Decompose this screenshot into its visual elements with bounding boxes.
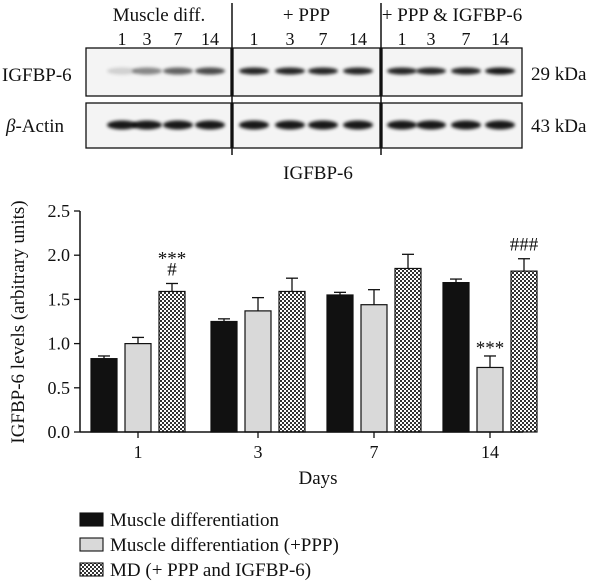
igfbp6-band xyxy=(107,67,137,75)
y-tick-label: 1.0 xyxy=(48,334,71,354)
actin-band xyxy=(343,120,373,130)
x-axis-label: Days xyxy=(298,468,337,489)
significance-marker: ### xyxy=(510,235,539,256)
bar xyxy=(278,290,306,433)
legend-label: Muscle differentiation xyxy=(110,510,280,531)
y-tick-label: 1.5 xyxy=(48,289,71,309)
blot-group-label: + PPP xyxy=(283,5,330,26)
bar xyxy=(244,310,272,433)
blot-lane-label: 7 xyxy=(174,29,183,49)
bar xyxy=(210,320,238,433)
blot-lane-label: 1 xyxy=(398,29,407,49)
y-tick-label: 0.0 xyxy=(48,422,71,442)
igfbp6-band xyxy=(343,67,373,75)
blot-lane-label: 14 xyxy=(491,29,509,49)
legend: Muscle differentiation Muscle differentia… xyxy=(79,510,339,581)
actin-band xyxy=(416,120,446,130)
igfbp6-band xyxy=(451,67,481,75)
bar-chart: IGFBP-6 0.00.51.01.52.02.5 1 3 7 14 #******… xyxy=(8,163,539,489)
x-axis-ticks: 1 3 7 14 xyxy=(134,432,499,462)
blot-bands xyxy=(107,67,515,130)
y-axis-label: IGFBP-6 levels (arbitrary units) xyxy=(8,200,29,443)
significance-marker: # xyxy=(167,259,177,280)
actin-band xyxy=(239,120,269,130)
bar xyxy=(326,294,354,433)
bar xyxy=(360,304,388,433)
significance-annotations: #******### xyxy=(158,235,539,359)
blot-size-igfbp6: 29 kDa xyxy=(531,64,587,85)
x-tick-label: 7 xyxy=(370,442,379,462)
blot-lane-label: 1 xyxy=(250,29,259,49)
blot-lane-label: 14 xyxy=(349,29,367,49)
blot-size-actin: 43 kDa xyxy=(531,116,587,137)
blot-group-label: Muscle diff. xyxy=(113,5,206,26)
x-tick-label: 14 xyxy=(481,442,499,462)
actin-band xyxy=(107,120,137,130)
blot-row-label-igfbp6: IGFBP-6 xyxy=(2,65,72,86)
igfbp6-band xyxy=(275,67,305,75)
igfbp6-band xyxy=(163,67,193,75)
igfbp6-band xyxy=(387,67,417,75)
y-tick-label: 2.0 xyxy=(48,245,71,265)
actin-band xyxy=(485,120,515,130)
actin-band xyxy=(308,120,338,130)
legend-swatch xyxy=(79,537,104,552)
x-tick-label: 3 xyxy=(254,442,263,462)
bar xyxy=(124,343,152,433)
actin-band xyxy=(195,120,225,130)
blot-lane-label: 3 xyxy=(143,29,152,49)
bar xyxy=(510,270,538,433)
igfbp6-band xyxy=(485,67,515,75)
bar xyxy=(442,282,470,433)
blot-lane-label: 14 xyxy=(201,29,219,49)
blot-lane-label: 3 xyxy=(286,29,295,49)
bars xyxy=(90,253,538,433)
bar xyxy=(476,366,504,433)
x-tick-label: 1 xyxy=(134,442,143,462)
igfbp6-band xyxy=(132,67,162,75)
y-axis-ticks: 0.0 0.5 1.0 1.5 2.0 2.5 xyxy=(48,201,80,442)
bar xyxy=(394,267,422,433)
blot-lane-label: 7 xyxy=(319,29,328,49)
actin-band xyxy=(451,120,481,130)
legend-swatch xyxy=(79,512,104,527)
blot-row-label-actin: β-Actin xyxy=(5,116,65,137)
igfbp6-band xyxy=(416,67,446,75)
blot-membranes xyxy=(85,47,523,149)
y-tick-label: 2.5 xyxy=(48,201,71,221)
bar xyxy=(158,290,186,433)
blot-group-label: + PPP & IGFBP-6 xyxy=(382,5,522,26)
igfbp6-band xyxy=(195,67,225,75)
significance-marker: *** xyxy=(476,338,505,359)
actin-band xyxy=(275,120,305,130)
significance-marker: *** xyxy=(158,248,187,269)
legend-label: Muscle differentiation (+PPP) xyxy=(110,535,339,556)
legend-swatch xyxy=(79,562,104,577)
blot-lane-label: 1 xyxy=(118,29,127,49)
chart-title: IGFBP-6 xyxy=(283,163,353,184)
blot-lane-label: 7 xyxy=(462,29,471,49)
igfbp6-band xyxy=(308,67,338,75)
actin-band xyxy=(387,120,417,130)
legend-label: MD (+ PPP and IGFBP-6) xyxy=(110,560,311,581)
actin-band xyxy=(163,120,193,130)
y-tick-label: 0.5 xyxy=(48,378,71,398)
igfbp6-band xyxy=(239,67,269,75)
bar xyxy=(90,358,118,433)
blot-lane-label: 3 xyxy=(427,29,436,49)
actin-band xyxy=(132,120,162,130)
